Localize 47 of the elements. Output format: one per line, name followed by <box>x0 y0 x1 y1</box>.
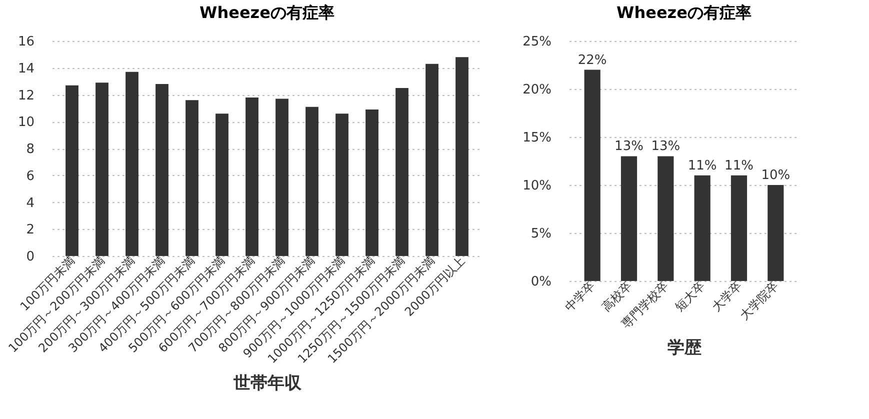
bar <box>658 156 674 281</box>
bar <box>366 110 378 256</box>
data-label: 13% <box>651 139 680 154</box>
x-axis-title: 学歴 <box>668 338 702 358</box>
y-tick-label: 10% <box>522 178 552 194</box>
y-tick-label: 0 <box>26 250 34 264</box>
bar <box>396 88 408 256</box>
bar <box>276 98 288 256</box>
x-axis-title: 世帯年収 <box>232 373 302 394</box>
bar <box>96 82 108 256</box>
y-tick-label: 14 <box>18 61 34 76</box>
data-label: 13% <box>614 139 644 154</box>
bar <box>768 185 784 281</box>
y-tick-label: 0% <box>530 274 552 290</box>
y-tick-label: 16 <box>18 34 34 50</box>
bar <box>156 84 168 256</box>
data-label: 22% <box>578 52 607 68</box>
y-tick-label: 20% <box>522 82 552 98</box>
bar <box>216 114 228 256</box>
bar <box>620 156 638 281</box>
y-tick-label: 4 <box>26 196 34 211</box>
bar <box>456 57 468 256</box>
bar <box>126 72 138 256</box>
chart-title: Wheezeの有症率 <box>616 3 752 22</box>
bar <box>426 64 438 256</box>
x-tick-label: 中学卒 <box>562 278 598 314</box>
bar <box>66 85 78 256</box>
bar <box>306 106 318 256</box>
y-tick-label: 25% <box>522 34 552 50</box>
y-tick-label: 6 <box>26 168 34 184</box>
y-tick-label: 5% <box>530 226 552 242</box>
bar <box>584 70 600 281</box>
bar <box>694 175 710 281</box>
y-tick-label: 2 <box>26 222 34 238</box>
data-label: 11% <box>724 158 754 174</box>
bar <box>336 114 348 256</box>
data-label: 10% <box>761 168 790 183</box>
data-label: 11% <box>688 158 717 174</box>
bar <box>246 97 258 256</box>
y-tick-label: 15% <box>522 130 552 146</box>
y-tick-label: 10 <box>18 115 34 130</box>
x-tick-label: 短大卒 <box>672 278 708 314</box>
chart-title: Wheezeの有症率 <box>200 3 334 22</box>
bar <box>730 175 748 281</box>
bar <box>186 100 198 256</box>
y-tick-label: 12 <box>18 88 34 104</box>
y-tick-label: 8 <box>26 142 34 157</box>
